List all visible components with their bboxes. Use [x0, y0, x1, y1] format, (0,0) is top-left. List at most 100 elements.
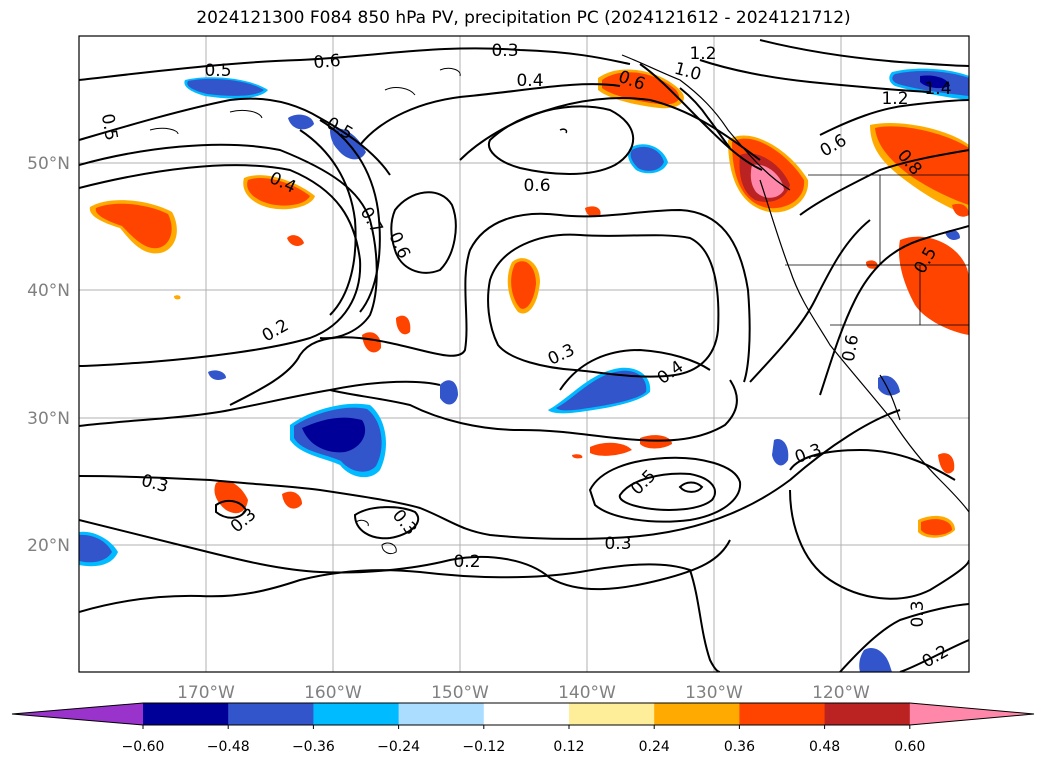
colorbar-tick-label: 0.60 — [894, 739, 925, 755]
pv-contour — [487, 105, 635, 175]
lon-label: 120°W — [812, 683, 870, 703]
latitude-labels: 50°N 40°N 30°N 20°N — [27, 154, 70, 556]
precip-blob — [95, 203, 172, 249]
lat-label: 30°N — [27, 409, 70, 429]
colorbar-tick-label: −0.60 — [122, 739, 165, 755]
contour-label: 0.3 — [491, 41, 518, 61]
precip-blob — [302, 417, 366, 453]
pv-contour — [899, 639, 969, 672]
pv-contour — [678, 481, 704, 493]
baja-coast-line — [879, 374, 901, 421]
lon-label: 170°W — [177, 683, 235, 703]
precip-blob — [866, 260, 878, 269]
pv-contour — [839, 603, 969, 672]
colorbar-extend-high — [909, 703, 1034, 725]
map-title: 2024121300 F084 850 hPa PV, precipitatio… — [196, 8, 851, 28]
precip-blob — [214, 480, 248, 514]
precip-blob — [287, 235, 304, 246]
precip-blob — [938, 453, 955, 474]
pv-contour — [749, 219, 871, 383]
precip-blob — [396, 315, 411, 335]
colorbar-tick-label: −0.24 — [377, 739, 420, 755]
island — [559, 128, 568, 134]
state-borders — [785, 174, 969, 326]
pv-contour — [789, 448, 956, 481]
precip-blob — [585, 206, 601, 218]
map-panel: 0.5 0.6 0.3 1.21.00.4 0.60.5 0.51.20.60.4 0.60… — [78, 35, 970, 673]
precip-blob — [440, 380, 458, 405]
lon-label: 150°W — [431, 683, 489, 703]
precip-blob — [511, 261, 536, 309]
aleutian-islands — [149, 67, 461, 135]
precip-blob — [875, 126, 969, 205]
precip-blob — [630, 146, 664, 171]
pv-contour — [459, 97, 761, 161]
lon-label: 160°W — [304, 683, 362, 703]
pv-contour — [79, 97, 391, 176]
colorbar-segment — [228, 703, 314, 725]
pv-contour — [79, 380, 441, 427]
pv-contour — [699, 59, 931, 93]
contour-label: 0.5 — [97, 112, 121, 142]
pv-contour — [789, 489, 969, 600]
pv-contour — [559, 348, 711, 391]
colorbar-segment — [143, 703, 229, 725]
contour-label: 1.2 — [881, 89, 908, 109]
contour-label: 0.2 — [453, 552, 480, 572]
contour-label: 0.5 — [204, 61, 231, 81]
pv-contour — [588, 456, 742, 523]
contour-label: 0.4 — [516, 71, 543, 91]
precip-blob — [921, 519, 952, 536]
precip-blob — [187, 78, 264, 96]
pv-contour — [679, 87, 731, 149]
contour-label: 0.6 — [313, 51, 342, 73]
precip-negative — [79, 68, 969, 672]
pv-contour — [329, 379, 738, 442]
precip-blob — [640, 435, 672, 449]
pv-contour — [79, 563, 721, 672]
west-coast-line — [759, 179, 969, 513]
pv-contour — [229, 208, 751, 406]
precip-blob — [288, 114, 314, 130]
contour-label: 0.3 — [908, 600, 928, 627]
pv-contour — [79, 409, 901, 540]
pv-contour — [215, 499, 248, 519]
contour-label: 0.6 — [523, 176, 550, 196]
lat-label: 50°N — [27, 154, 70, 174]
colorbar-tick-label: −0.12 — [462, 739, 505, 755]
pv-contour — [353, 506, 420, 540]
colorbar-tick-label: −0.36 — [292, 739, 335, 755]
precip-blob — [247, 177, 310, 206]
colorbar-tick-label: 0.24 — [639, 739, 670, 755]
colorbar-extend-low — [12, 703, 143, 725]
contour-label: 1.4 — [924, 79, 951, 99]
precip-blob — [772, 439, 789, 466]
colorbar-segment — [398, 703, 485, 725]
precip-blob — [174, 295, 181, 300]
colorbar-segment — [313, 703, 400, 725]
lon-label: 140°W — [558, 683, 616, 703]
precip-blob — [208, 370, 226, 380]
lat-label: 40°N — [27, 281, 70, 301]
precip-blob — [945, 230, 960, 240]
pv-contour — [359, 83, 621, 146]
contour-label: 0.3 — [604, 534, 631, 554]
lon-label: 130°W — [685, 683, 743, 703]
colorbar-segment — [654, 703, 740, 725]
precip-blob — [920, 75, 950, 89]
colorbar-tick-label: 0.48 — [809, 739, 840, 755]
pv-contour — [639, 63, 763, 171]
pv-contour — [799, 149, 969, 216]
precip-blob — [859, 647, 892, 672]
map-frame — [78, 35, 970, 673]
pv-contour — [487, 233, 720, 378]
colorbar-tick-label: 0.36 — [724, 739, 755, 755]
pv-contour — [759, 39, 969, 67]
pv-contours — [79, 39, 969, 672]
precip-blob — [556, 370, 647, 411]
pv-contour — [819, 225, 969, 396]
pv-contour — [618, 472, 717, 511]
colorbar-segment — [824, 703, 911, 725]
colorbar-segment — [739, 703, 826, 725]
